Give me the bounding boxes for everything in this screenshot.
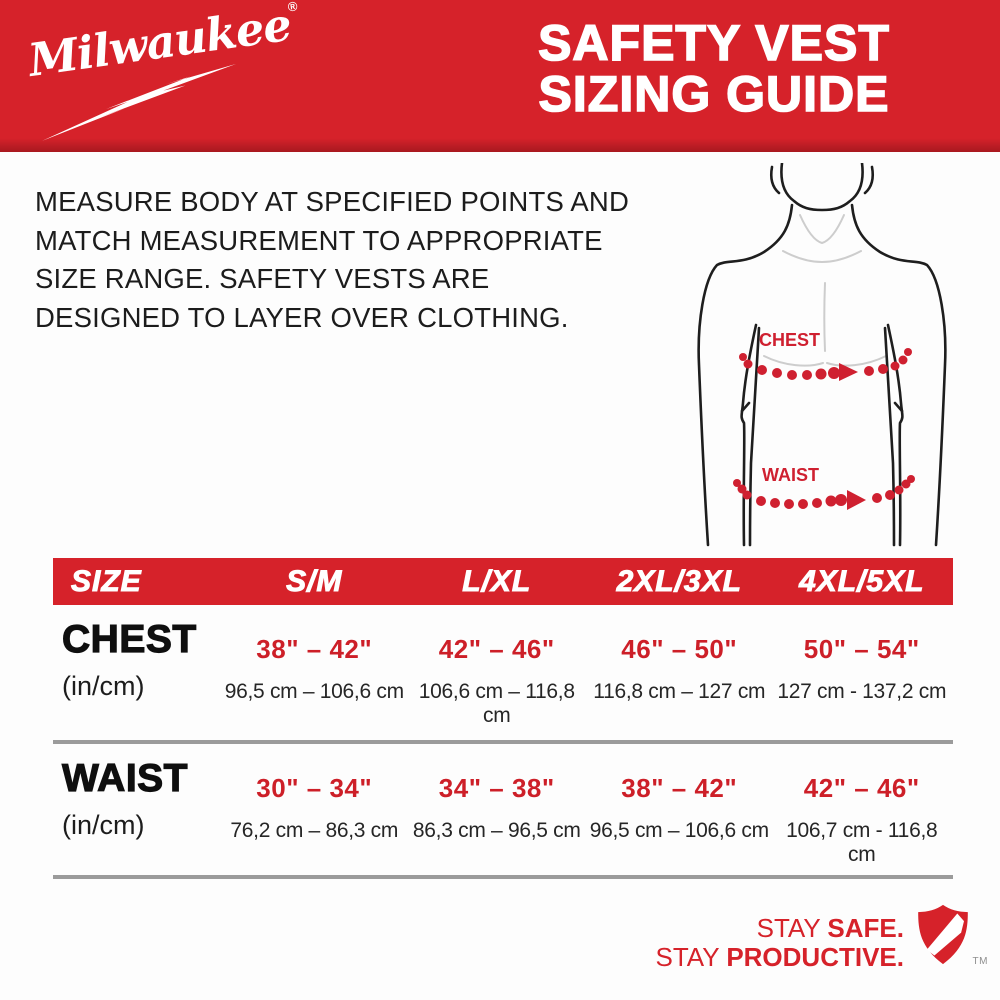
- column-header-lxl: L/XL: [462, 564, 532, 598]
- table-row-waist: WAIST (in/cm) 30" – 34" 76,2 cm – 86,3 c…: [53, 744, 953, 875]
- sizing-table: SIZE S/M L/XL 2XL/3XL 4XL/5XL CHEST (in/…: [53, 558, 953, 879]
- intro-paragraph: MEASURE BODY AT SPECIFIED POINTS AND MAT…: [35, 183, 635, 337]
- slogan-line2: STAY PRODUCTIVE.: [655, 942, 905, 972]
- waist-cell-2xl3xl: 38" – 42" 96,5 cm – 106,6 cm: [589, 773, 769, 842]
- column-header-sm: S/M: [286, 564, 343, 598]
- waist-cell-sm: 30" – 34" 76,2 cm – 86,3 cm: [230, 773, 399, 842]
- shield-icon: [918, 904, 968, 965]
- lightning-bolt-icon: [42, 63, 237, 141]
- waist-measure-label: WAIST: [762, 465, 819, 485]
- row-separator: [53, 875, 953, 879]
- slogan-line1: STAY SAFE.: [756, 913, 904, 943]
- intro-line: MEASURE BODY AT SPECIFIED POINTS AND: [35, 186, 630, 217]
- size-header: SIZE: [71, 564, 142, 598]
- row-label-waist: WAIST (in/cm): [61, 756, 188, 840]
- waist-cell-4xl5xl: 42" – 46" 106,7 cm - 116,8 cm: [786, 773, 938, 866]
- chest-cell-2xl3xl: 46" – 50" 116,8 cm – 127 cm: [593, 634, 766, 703]
- waist-cell-lxl: 34" – 38" 86,3 cm – 96,5 cm: [412, 773, 581, 842]
- intro-line: SIZE RANGE. SAFETY VESTS ARE: [35, 263, 490, 294]
- page-title-line2: SIZING GUIDE: [538, 66, 890, 122]
- chest-cell-lxl: 42" – 46" 106,6 cm – 116,8 cm: [418, 634, 575, 727]
- intro-line: DESIGNED TO LAYER OVER CLOTHING.: [35, 301, 569, 333]
- page-title: SAFETY VEST SIZING GUIDE: [468, 15, 960, 122]
- chest-cell-sm: 38" – 42" 96,5 cm – 106,6 cm: [224, 634, 404, 703]
- waist-measure-line: [733, 475, 915, 510]
- footer: STAY SAFE. STAY PRODUCTIVE. TM: [656, 903, 987, 972]
- row-label-chest: CHEST (in/cm): [61, 617, 197, 701]
- chest-measure-label: CHEST: [759, 330, 820, 350]
- anatomy-detail-lines: [763, 214, 887, 367]
- table-row-chest: CHEST (in/cm) 38" – 42" 96,5 cm – 106,6 …: [53, 605, 953, 740]
- page-title-line1: SAFETY VEST: [537, 15, 890, 71]
- header-band: Milwaukee® SAFETY VEST SIZING GUIDE: [0, 0, 1000, 152]
- shield-trademark: TM: [972, 956, 988, 967]
- footer-slogan: STAY SAFE. STAY PRODUCTIVE.: [656, 914, 905, 972]
- intro-line: MATCH MEASUREMENT TO APPROPRIATE: [35, 224, 603, 256]
- column-header-4xl5xl: 4XL/5XL: [799, 564, 925, 598]
- registered-mark: ®: [286, 0, 298, 15]
- torso-measurement-figure: CHEST WAIST: [697, 163, 947, 547]
- row-separator: [53, 740, 953, 744]
- column-header-2xl3xl: 2XL/3XL: [616, 564, 742, 598]
- chest-cell-4xl5xl: 50" – 54" 127 cm - 137,2 cm: [777, 634, 947, 703]
- chest-measure-line: [739, 348, 912, 381]
- table-header-row: SIZE S/M L/XL 2XL/3XL 4XL/5XL: [53, 558, 953, 605]
- shield-logo: TM: [914, 903, 987, 967]
- milwaukee-logo: Milwaukee®: [25, 0, 297, 149]
